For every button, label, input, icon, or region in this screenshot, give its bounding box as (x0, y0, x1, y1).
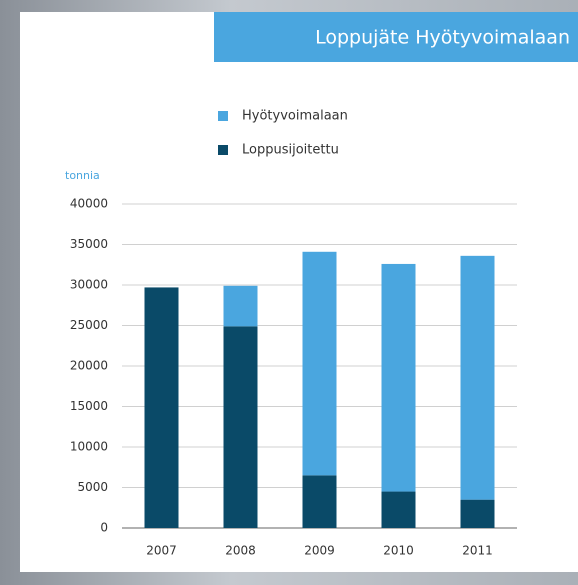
y-tick-label: 15000 (70, 399, 108, 413)
x-tick-label: 2008 (225, 544, 256, 558)
bar-segment (223, 285, 258, 327)
y-tick-label: 30000 (70, 278, 108, 292)
bar-segment (381, 263, 416, 492)
y-tick-label: 5000 (77, 480, 108, 494)
y-tick-label: 25000 (70, 318, 108, 332)
bar-segment (302, 251, 337, 476)
legend-swatch (218, 145, 228, 155)
y-tick-label: 10000 (70, 440, 108, 454)
bar-segment (381, 491, 416, 528)
bar-segment (302, 475, 337, 528)
title-banner (214, 12, 578, 62)
legend-label: Loppusijoitettu (242, 143, 339, 158)
bar-segment (144, 287, 179, 528)
x-tick-label: 2007 (146, 544, 177, 558)
bar-segment (460, 499, 495, 528)
chart-title: Loppujäte Hyötyvoimalaan (315, 27, 570, 49)
bar-segment (460, 255, 495, 500)
x-tick-label: 2010 (383, 544, 414, 558)
legend-label: Hyötyvoimalaan (242, 109, 348, 124)
x-tick-label: 2009 (304, 544, 335, 558)
x-tick-label: 2011 (462, 544, 493, 558)
y-axis-label: tonnia (65, 169, 100, 182)
y-tick-label: 20000 (70, 359, 108, 373)
y-tick-label: 0 (100, 521, 108, 535)
bar-segment (223, 326, 258, 528)
legend-swatch (218, 111, 228, 121)
y-tick-label: 35000 (70, 237, 108, 251)
y-tick-label: 40000 (70, 197, 108, 211)
